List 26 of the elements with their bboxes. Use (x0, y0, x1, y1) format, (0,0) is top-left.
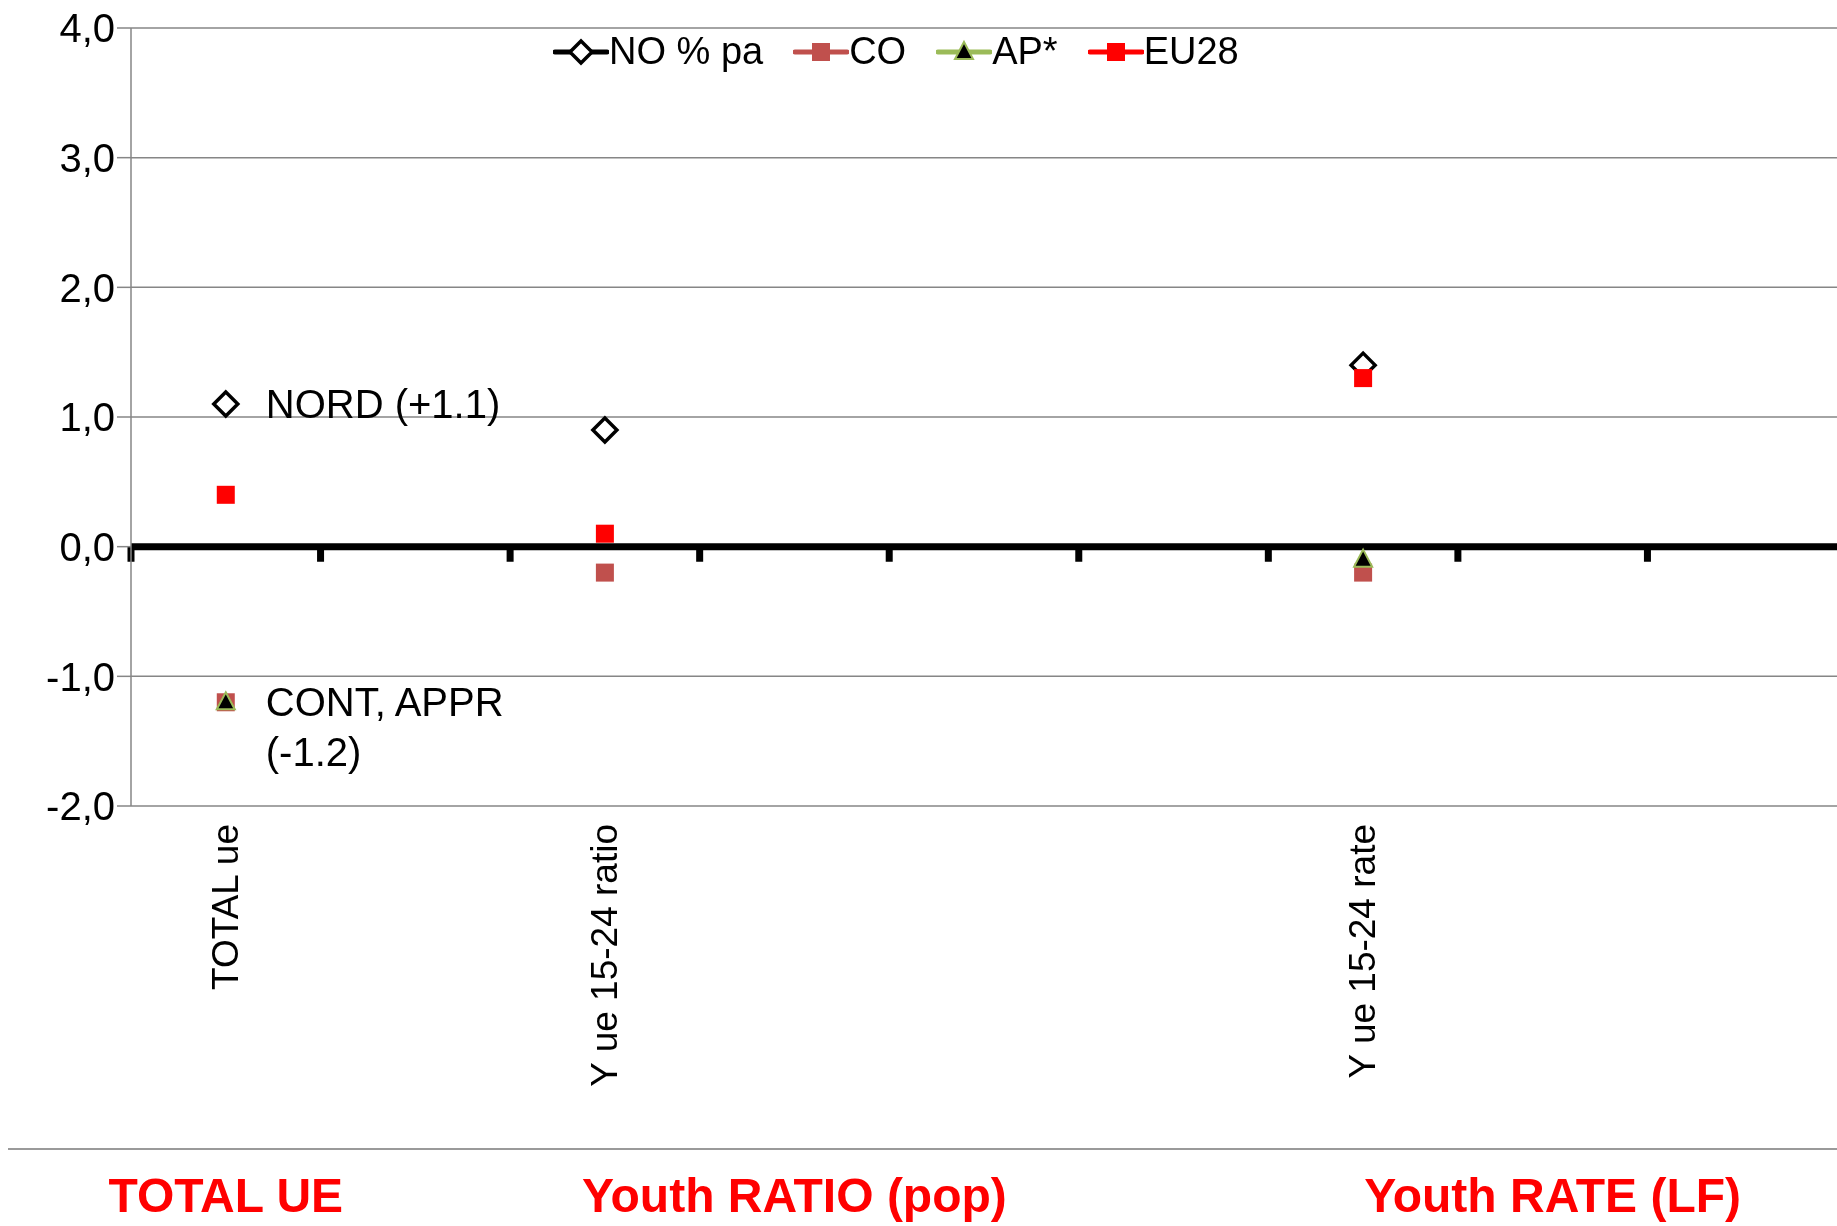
y-tick-label: 3,0 (59, 135, 115, 180)
annotation: CONT, APPR (-1.2) (265, 680, 504, 775)
text: Youth RATE (LF) (1363, 1168, 1743, 1223)
y-tick-label: -1,0 (46, 654, 115, 699)
x-tick-label: Y ue 15-24 rate (1342, 824, 1384, 1079)
point (212, 390, 240, 418)
y-tick-label: 0,0 (59, 524, 115, 569)
point (595, 524, 614, 543)
annotation: NORD (+1.1) (265, 382, 501, 427)
text: TOTAL UE (107, 1168, 345, 1223)
x-tick-label: Y ue 15-24 ratio (583, 824, 625, 1087)
point (1353, 548, 1374, 568)
legend-label: EU28 (1143, 30, 1239, 73)
point (595, 563, 614, 582)
text: Youth RATIO (pop) (581, 1168, 1008, 1223)
x-tick-label: TOTAL ue (204, 824, 246, 990)
point (1354, 369, 1373, 388)
point (591, 416, 619, 444)
y-tick-label: -2,0 (46, 784, 115, 829)
y-tick-label: 2,0 (59, 265, 115, 310)
y-tick-label: 1,0 (59, 395, 115, 440)
point (216, 485, 235, 504)
legend-label: AP* (992, 30, 1058, 73)
legend-label: CO (849, 30, 907, 73)
y-tick-label: 4,0 (59, 6, 115, 51)
legend-label: NO % pa (609, 30, 764, 73)
